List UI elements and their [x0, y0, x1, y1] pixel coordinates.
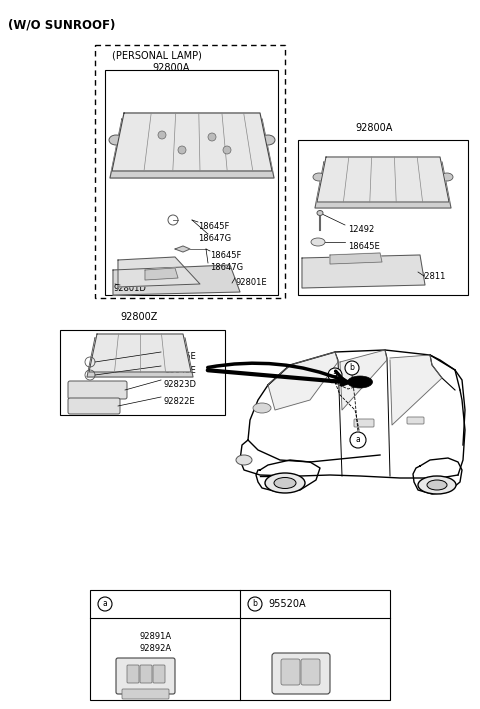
- Circle shape: [328, 368, 342, 382]
- FancyBboxPatch shape: [116, 658, 175, 694]
- Text: 92801D: 92801D: [113, 284, 146, 293]
- Polygon shape: [87, 338, 193, 377]
- Polygon shape: [112, 113, 272, 171]
- Text: 18645E: 18645E: [164, 352, 196, 361]
- Bar: [298, 140, 468, 295]
- Text: 18645E: 18645E: [348, 242, 380, 251]
- Circle shape: [248, 597, 262, 611]
- Ellipse shape: [274, 477, 296, 489]
- Circle shape: [223, 146, 231, 154]
- Circle shape: [98, 597, 112, 611]
- Polygon shape: [302, 255, 425, 288]
- FancyBboxPatch shape: [281, 659, 300, 685]
- Circle shape: [345, 361, 359, 375]
- Polygon shape: [330, 253, 382, 264]
- Text: 95520A: 95520A: [268, 599, 306, 609]
- Ellipse shape: [265, 473, 305, 493]
- Ellipse shape: [313, 173, 325, 181]
- Ellipse shape: [109, 135, 123, 145]
- Circle shape: [158, 131, 166, 139]
- Polygon shape: [118, 257, 200, 287]
- Text: 12492: 12492: [348, 225, 374, 234]
- Ellipse shape: [441, 173, 453, 181]
- FancyBboxPatch shape: [68, 398, 120, 414]
- Text: 18647G: 18647G: [198, 234, 231, 243]
- Text: a: a: [356, 435, 360, 445]
- FancyBboxPatch shape: [354, 419, 374, 427]
- Bar: [105, 70, 278, 295]
- FancyBboxPatch shape: [127, 665, 139, 683]
- Polygon shape: [390, 355, 442, 425]
- Text: 92822E: 92822E: [164, 397, 196, 406]
- Ellipse shape: [418, 476, 456, 494]
- Circle shape: [208, 133, 216, 141]
- Circle shape: [178, 146, 186, 154]
- FancyBboxPatch shape: [140, 665, 152, 683]
- Polygon shape: [89, 334, 191, 372]
- Polygon shape: [110, 119, 274, 178]
- FancyBboxPatch shape: [301, 659, 320, 685]
- Text: b: b: [252, 600, 257, 608]
- Polygon shape: [315, 162, 451, 208]
- Text: 92811: 92811: [420, 272, 446, 281]
- FancyBboxPatch shape: [272, 653, 330, 694]
- Text: 92892A: 92892A: [140, 644, 172, 653]
- Text: a: a: [333, 371, 337, 379]
- Text: 18645F: 18645F: [198, 222, 229, 231]
- FancyBboxPatch shape: [122, 689, 169, 699]
- Polygon shape: [145, 268, 178, 280]
- Ellipse shape: [348, 376, 372, 388]
- Text: b: b: [349, 364, 354, 372]
- Text: a: a: [103, 600, 108, 608]
- Text: 92823D: 92823D: [164, 380, 197, 389]
- Ellipse shape: [261, 135, 275, 145]
- Text: 18645F: 18645F: [210, 251, 241, 260]
- Polygon shape: [268, 352, 338, 410]
- Circle shape: [350, 432, 366, 448]
- Bar: [90, 590, 390, 700]
- FancyBboxPatch shape: [407, 417, 424, 424]
- Ellipse shape: [253, 403, 271, 413]
- Text: (W/O SUNROOF): (W/O SUNROOF): [8, 18, 115, 31]
- Polygon shape: [317, 157, 449, 202]
- Text: 92891A: 92891A: [140, 632, 172, 641]
- Text: 92801E: 92801E: [235, 278, 266, 287]
- FancyBboxPatch shape: [68, 381, 127, 399]
- Text: 18647G: 18647G: [210, 263, 243, 272]
- Text: 18645E: 18645E: [164, 366, 196, 375]
- Polygon shape: [175, 246, 190, 252]
- Ellipse shape: [311, 238, 325, 246]
- FancyBboxPatch shape: [153, 665, 165, 683]
- Polygon shape: [340, 350, 387, 410]
- Ellipse shape: [317, 211, 323, 216]
- Text: 92800A: 92800A: [152, 63, 190, 73]
- Ellipse shape: [236, 455, 252, 465]
- Text: 92800Z: 92800Z: [120, 312, 157, 322]
- Bar: [60, 330, 225, 415]
- Ellipse shape: [427, 480, 447, 490]
- Text: (PERSONAL LAMP): (PERSONAL LAMP): [112, 50, 202, 60]
- Text: 92800A: 92800A: [355, 123, 392, 133]
- Bar: [95, 45, 285, 298]
- Polygon shape: [113, 265, 240, 295]
